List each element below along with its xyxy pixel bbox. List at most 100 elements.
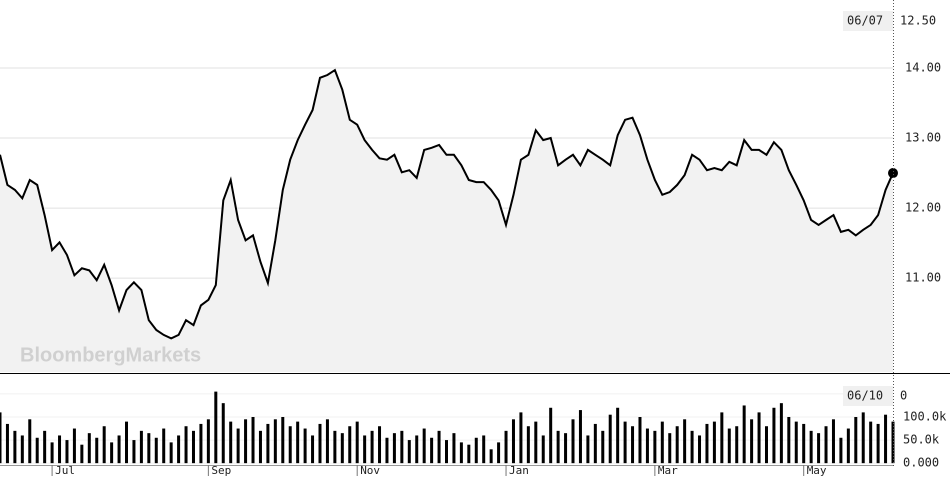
volume-bar — [854, 417, 858, 464]
volume-bar — [757, 412, 761, 464]
cursor-value-box — [895, 386, 950, 406]
volume-bar — [266, 423, 270, 464]
volume-bar — [184, 426, 188, 464]
volume-bar — [631, 426, 635, 464]
volume-bar — [519, 412, 523, 464]
volume-bar — [87, 433, 91, 464]
volume-bar — [0, 412, 2, 464]
price-line — [0, 68, 894, 340]
volume-bar — [779, 403, 783, 464]
volume-bar — [407, 440, 411, 464]
volume-bar — [281, 417, 285, 464]
volume-bar — [884, 414, 888, 464]
volume-bar — [258, 430, 262, 464]
volume-bar — [273, 419, 277, 464]
cursor-value: 12.50 — [900, 14, 936, 28]
volume-bar — [497, 442, 501, 464]
volume-bar — [683, 419, 687, 464]
volume-bar — [489, 449, 493, 464]
volume-bar — [541, 435, 545, 464]
volume-bar — [452, 433, 456, 464]
volume-bar — [891, 421, 895, 464]
volume-bar — [303, 428, 307, 464]
volume-bar — [117, 435, 121, 464]
volume-bar — [742, 405, 746, 464]
volume-bar — [333, 430, 337, 464]
y-tick-label: 14.00 — [905, 60, 941, 74]
x-tick-label: Jan — [509, 464, 529, 477]
volume-bar — [675, 426, 679, 464]
volume-bar — [244, 419, 248, 464]
cursor-dot — [888, 168, 898, 179]
volume-bar — [720, 412, 724, 464]
volume-bar — [102, 426, 106, 464]
volume-bar — [645, 428, 649, 464]
volume-bar — [861, 412, 865, 464]
x-tick-label: Mar — [658, 464, 678, 477]
y-tick-label: 0.000 — [903, 456, 939, 470]
volume-bar — [385, 437, 389, 464]
volume-bar — [474, 437, 478, 464]
volume-bar — [50, 442, 54, 464]
volume-bar — [511, 419, 515, 464]
volume-bar — [221, 403, 225, 464]
area — [0, 70, 893, 372]
volume-bar — [72, 428, 76, 464]
volume-bar — [705, 423, 709, 464]
volume-bar — [824, 426, 828, 464]
volume-bar — [154, 437, 158, 464]
cursor-value-box — [895, 11, 950, 31]
y-tick-label: 13.00 — [905, 131, 941, 145]
volume-bar — [578, 410, 582, 464]
volume-bar — [422, 428, 426, 464]
volume-bar — [467, 444, 471, 464]
volume-bar — [608, 414, 612, 464]
volume-bar — [199, 423, 203, 464]
volume-bar — [125, 421, 129, 464]
volume-bar — [616, 407, 620, 464]
volume-bar — [251, 417, 255, 464]
volume-bar — [363, 435, 367, 464]
volume-bar — [370, 430, 374, 464]
volume-bar — [288, 426, 292, 464]
x-tick-label: Nov — [360, 464, 380, 477]
volume-bar — [869, 421, 873, 464]
x-tick-label: Sep — [211, 464, 231, 477]
volume-bar — [378, 426, 382, 464]
volume-bar — [750, 419, 754, 464]
volume-bar — [13, 430, 17, 464]
volume-bar — [549, 407, 553, 464]
volume-bar — [65, 440, 69, 464]
volume-bar — [593, 423, 597, 464]
volume-bar — [415, 435, 419, 464]
volume-bar — [504, 430, 508, 464]
volume-bar — [28, 419, 32, 464]
volume-bar — [5, 423, 9, 464]
cursor-date: 06/10 — [847, 389, 883, 403]
volume-bar — [400, 430, 404, 464]
volume-bar — [311, 435, 315, 464]
volume-bar — [147, 433, 151, 464]
volume-bar — [772, 407, 776, 464]
cursor-date: 06/07 — [847, 14, 883, 28]
volume-bar — [787, 417, 791, 464]
volume-bar — [526, 426, 530, 464]
volume-bar — [831, 419, 835, 464]
volume-bar — [437, 430, 441, 464]
volume-bar — [214, 391, 218, 464]
volume-bar — [712, 421, 716, 464]
volume-bar — [95, 437, 99, 464]
volume-bar — [206, 419, 210, 464]
volume-bar — [355, 421, 359, 464]
volume-bar — [229, 421, 233, 464]
watermark: BloombergMarkets — [20, 344, 201, 366]
volume-bar — [727, 428, 731, 464]
x-tick-label: Jul — [55, 464, 75, 477]
volume-bar — [817, 433, 821, 464]
volume-bar — [623, 421, 627, 464]
volume-bar — [809, 430, 813, 464]
volume-bar — [177, 435, 181, 464]
volume-bar — [764, 426, 768, 464]
volume-bar — [348, 426, 352, 464]
